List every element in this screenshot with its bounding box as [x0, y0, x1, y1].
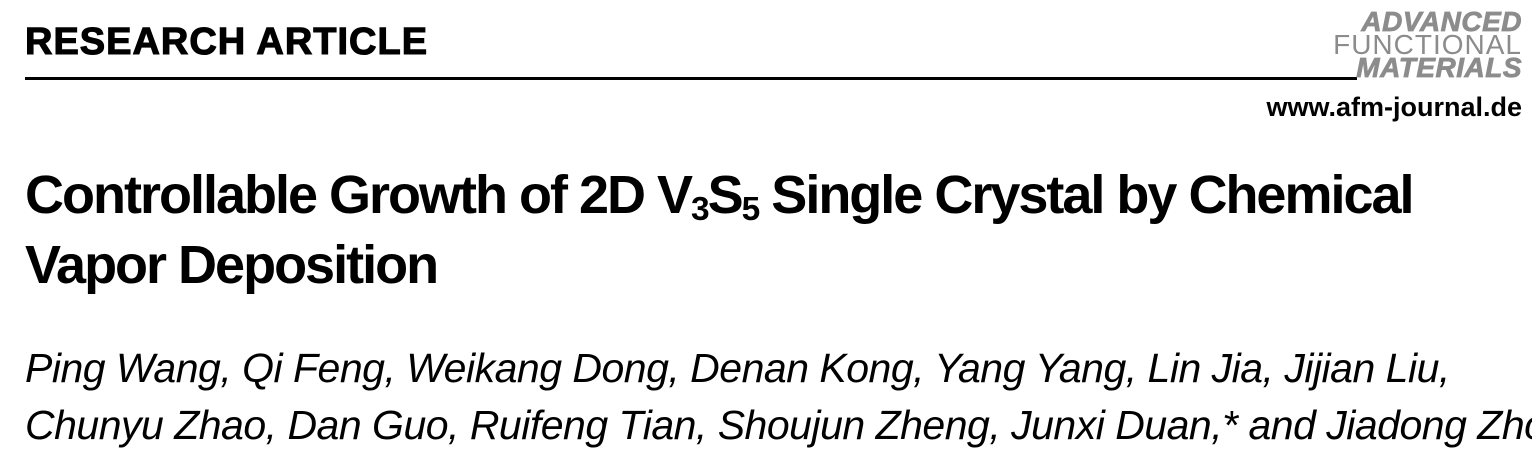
title-text-segment: S [707, 165, 744, 225]
author-list: Ping Wang, Qi Feng, Weikang Dong, Denan … [25, 340, 1532, 454]
article-title: Controllable Growth of 2D V3S5 Single Cr… [25, 160, 1525, 300]
article-title-line-1: Controllable Growth of 2D V3S5 Single Cr… [25, 160, 1525, 230]
author-list-line-1: Ping Wang, Qi Feng, Weikang Dong, Denan … [25, 345, 1450, 391]
journal-logo: ADVANCED FUNCTIONAL MATERIALS [1333, 6, 1522, 83]
title-text-segment: Controllable Growth of 2D V [25, 165, 693, 225]
header-divider-rule [25, 77, 1357, 80]
title-text-segment: Single Crystal by Chemical [758, 165, 1414, 225]
article-title-line-2: Vapor Deposition [25, 235, 439, 295]
chemical-subscript: 5 [741, 191, 761, 229]
logo-line-functional: FUNCTIONAL [1333, 29, 1522, 60]
logo-line-advanced: ADVANCED [1361, 6, 1522, 37]
logo-line-materials: MATERIALS [1356, 52, 1522, 83]
author-list-line-2: Chunyu Zhao, Dan Guo, Ruifeng Tian, Shou… [25, 402, 1532, 448]
journal-url-link[interactable]: www.afm-journal.de [1266, 92, 1522, 122]
article-type-banner: RESEARCH ARTICLE [24, 21, 429, 63]
chemical-subscript: 3 [691, 191, 710, 229]
